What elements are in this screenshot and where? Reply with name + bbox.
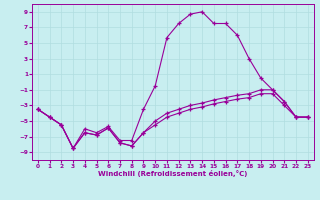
X-axis label: Windchill (Refroidissement éolien,°C): Windchill (Refroidissement éolien,°C) — [98, 170, 247, 177]
